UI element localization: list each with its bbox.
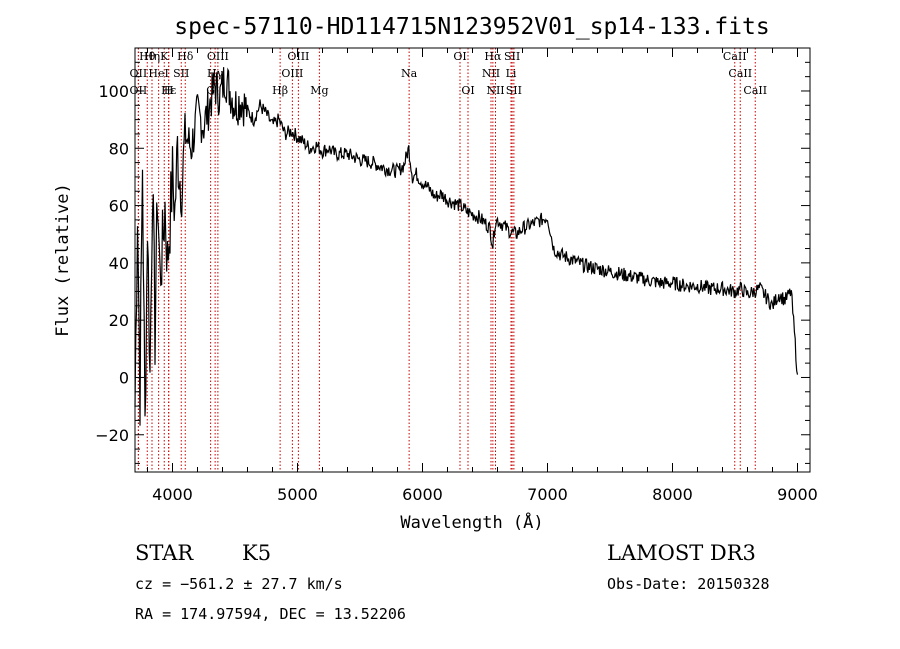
x-tick-label: 6000 — [402, 485, 443, 504]
x-tick-label: 4000 — [152, 485, 193, 504]
y-tick-label: 0 — [119, 368, 129, 387]
spectral-line-label: OIII — [281, 67, 303, 80]
chart-title: spec-57110-HD114715N123952V01_sp14-133.f… — [174, 14, 769, 40]
spectral-line-label: Mg — [310, 84, 328, 97]
y-tick-label: 80 — [109, 139, 129, 158]
y-tick-label: 60 — [109, 197, 129, 216]
y-axis-label: Flux (relative) — [53, 183, 73, 337]
spectral-line-label: Hδ — [177, 50, 194, 63]
spectral-line-label: CaII — [743, 84, 767, 97]
x-tick-label: 9000 — [777, 485, 818, 504]
spectral-line-label: SII — [173, 67, 189, 80]
spectral-line-label: OII — [130, 67, 148, 80]
y-tick-label: 40 — [109, 254, 129, 273]
object-class: STAR — [135, 541, 194, 565]
spectral-line-label: CaII — [728, 67, 752, 80]
x-tick-label: 5000 — [277, 485, 318, 504]
spectral-line-label: SII — [506, 84, 522, 97]
x-tick-label: 8000 — [652, 485, 693, 504]
spectral-line-label: Na — [401, 67, 418, 80]
spectral-line-label: OI — [461, 84, 474, 97]
survey-name: LAMOST DR3 — [607, 541, 756, 565]
spectral-line-label: Hβ — [272, 84, 288, 97]
spectral-line-label: OI — [453, 50, 466, 63]
spectral-line-label: OIII — [207, 50, 229, 63]
spectral-line-label: OIII — [287, 50, 309, 63]
spectral-line-label: CaII — [723, 50, 747, 63]
redshift-velocity: cz = −561.2 ± 27.7 km/s — [135, 575, 343, 593]
y-tick-label: 20 — [109, 311, 129, 330]
y-axis: −20 0 20 40 60 80 100 — [95, 61, 810, 464]
spectral-line-label: G — [206, 84, 215, 97]
spectral-line-label: NII — [482, 67, 500, 80]
spectral-line-label: NII — [486, 84, 504, 97]
x-axis: 4000 5000 6000 7000 8000 9000 — [147, 48, 818, 504]
spectral-line-label: Hα — [484, 50, 502, 63]
coordinates: RA = 174.97594, DEC = 13.52206 — [135, 605, 406, 623]
spectral-line-label: K — [160, 50, 169, 63]
y-tick-label: 100 — [98, 82, 129, 101]
spectral-line-label: Hε — [161, 84, 177, 97]
spectral-line-label: Hγ — [207, 67, 224, 80]
spectral-line-label: Hη — [144, 50, 160, 63]
spectral-line-label: H — [164, 84, 174, 97]
spectral-line-label: Li — [506, 67, 517, 80]
spectral-line-label: SII — [504, 50, 520, 63]
y-tick-label: −20 — [95, 426, 129, 445]
spectral-line-label: Hθ — [139, 50, 156, 63]
object-subclass: K5 — [242, 541, 271, 565]
spectral-line-label: HeI — [148, 67, 168, 80]
x-tick-label: 7000 — [527, 485, 568, 504]
spectrum-series-line — [134, 67, 799, 426]
x-axis-label: Wavelength (Å) — [400, 511, 543, 533]
observation-date: Obs-Date: 20150328 — [607, 575, 770, 593]
